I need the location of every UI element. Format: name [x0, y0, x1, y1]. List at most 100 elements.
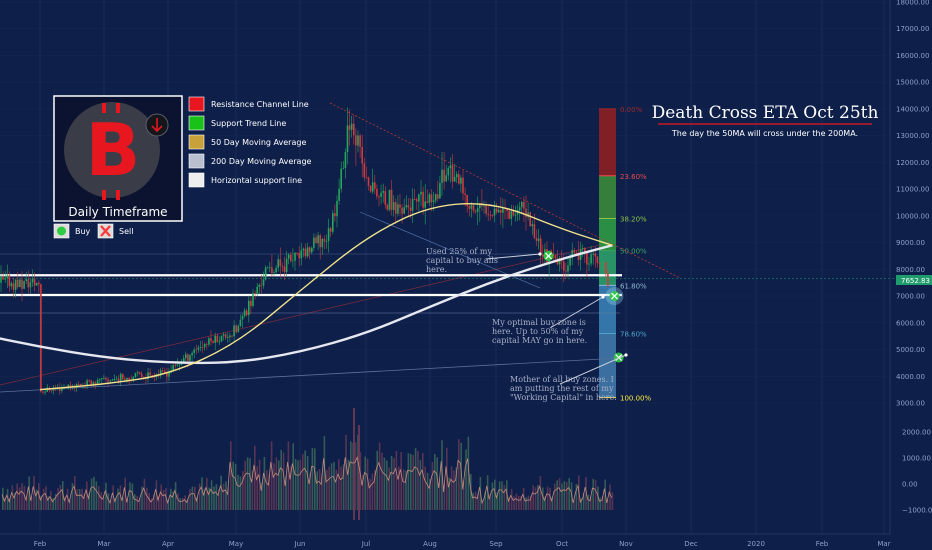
candle-body — [189, 355, 191, 361]
candle-body — [132, 376, 135, 381]
candle-body — [224, 334, 227, 338]
volume-bar — [78, 489, 81, 510]
y-tick-label: 4000.00 — [896, 373, 925, 381]
volume-bar — [119, 485, 122, 510]
candle-body — [248, 300, 250, 316]
volume-bar — [537, 484, 539, 510]
volume-bar — [580, 498, 582, 510]
volume-bar — [611, 492, 614, 510]
candle-body — [10, 283, 13, 287]
volume-bar — [340, 466, 342, 510]
candle-body — [19, 279, 21, 287]
volume-bar — [405, 470, 407, 510]
candle-body — [33, 278, 36, 286]
candle-body — [203, 343, 206, 348]
y-tick-label: 16000.00 — [896, 52, 929, 60]
volume-bar — [222, 483, 225, 510]
candle-body — [533, 224, 536, 238]
volume-bar — [256, 466, 258, 510]
candle-body — [271, 267, 273, 273]
volume-bar — [182, 497, 184, 510]
volume-bar — [494, 479, 496, 510]
volume-bar — [155, 480, 158, 510]
fib-zone — [599, 108, 616, 176]
candle-body — [361, 146, 363, 164]
candle-body — [390, 189, 393, 210]
candle-body — [554, 255, 557, 259]
volume-bar — [455, 467, 458, 510]
candle-body — [252, 292, 254, 306]
annotation-line: Used 25% of my — [426, 247, 492, 256]
buy-signal-icon — [545, 252, 552, 260]
bitcoin-logo-circle — [64, 102, 160, 198]
volume-bar — [402, 469, 405, 510]
volume-bar — [568, 478, 570, 510]
volume-bar — [522, 487, 525, 510]
candle-body — [340, 168, 342, 189]
candle-body — [210, 338, 212, 342]
candle-body — [357, 135, 359, 146]
volume-bar — [321, 473, 323, 510]
volume-bar — [592, 478, 594, 510]
candle-body — [510, 211, 513, 219]
candle-body — [388, 189, 391, 210]
volume-bar — [150, 498, 153, 510]
volume-bar — [333, 462, 335, 510]
candle-body — [149, 372, 151, 376]
candle-body — [449, 165, 452, 169]
volume-bar — [232, 461, 234, 510]
y-tick-label: 18000.00 — [896, 0, 929, 7]
volume-bar — [64, 496, 66, 510]
candle-body — [434, 194, 437, 201]
candle-body — [447, 168, 450, 176]
bitcoin-logo-stub — [102, 103, 106, 113]
candle-body — [598, 263, 601, 264]
candle-body — [365, 177, 368, 179]
candle-body — [605, 261, 607, 274]
volume-bar — [496, 492, 498, 510]
volume-bar — [412, 454, 414, 510]
candle-body — [166, 372, 168, 377]
legend-label: Resistance Channel Line — [211, 100, 309, 109]
volume-bar — [146, 487, 148, 510]
x-tick-label: Dec — [684, 540, 698, 548]
candle-body — [117, 378, 120, 382]
candle-body — [122, 374, 124, 379]
volume-bar — [460, 442, 462, 510]
candle-body — [451, 165, 454, 182]
volume-bar — [35, 489, 38, 510]
candle-body — [90, 380, 93, 385]
volume-bar — [378, 442, 381, 510]
volume-bar — [141, 486, 143, 510]
volume-tick-label: −1000.00 — [902, 507, 932, 515]
candle-body — [12, 283, 15, 290]
volume-bar — [57, 488, 59, 510]
volume-bar — [510, 488, 513, 510]
candle-body — [233, 325, 235, 337]
volume-bar — [201, 477, 203, 510]
candle-body — [489, 214, 492, 216]
volume-bar — [599, 497, 602, 510]
candle-body — [542, 254, 544, 257]
candle-body — [4, 278, 6, 280]
volume-bar — [386, 460, 388, 510]
volume-bar — [26, 495, 28, 510]
volume-bar — [158, 495, 160, 510]
volume-tick-label: 2000.00 — [902, 429, 931, 437]
annotation-arrow-head — [624, 353, 628, 357]
volume-bar — [527, 495, 530, 510]
annotation-line: here. — [426, 265, 447, 274]
candle-body — [500, 210, 502, 213]
candle-body — [88, 380, 90, 382]
candle-body — [98, 379, 101, 381]
legend: Resistance Channel Line Support Trend Lin… — [188, 96, 312, 188]
volume-bar — [518, 495, 520, 510]
candle-body — [464, 193, 466, 195]
volume-bar — [345, 434, 347, 510]
candle-body — [275, 267, 277, 273]
candle-body — [21, 279, 23, 289]
candle-body — [344, 152, 347, 168]
candle-body — [581, 248, 584, 250]
